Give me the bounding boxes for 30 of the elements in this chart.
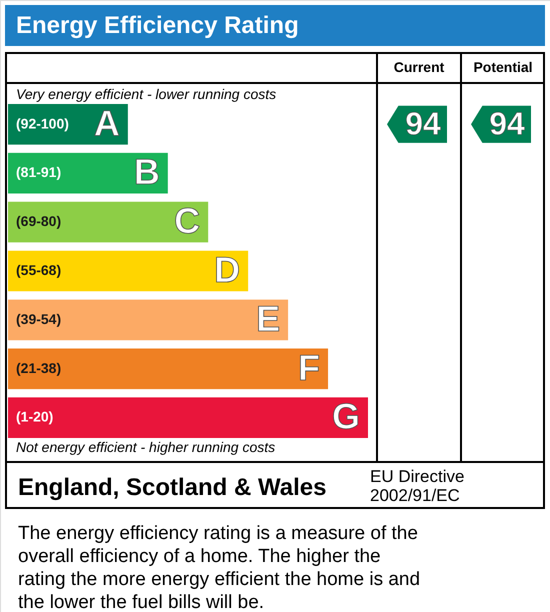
text: 94 <box>489 105 525 142</box>
text: The energy efficiency rating is a measure of the overall efficiency of a home. The higher the rating the more energy efficient the home is and the lower the fuel bills will be. <box>18 523 420 612</box>
annotation: (81-91) <box>16 164 62 180</box>
text: EU Directive <box>370 467 464 486</box>
y-tick-label: E <box>256 298 280 339</box>
annotation: Very energy efficient - lower running costs <box>16 86 276 102</box>
y-tick-label: F <box>298 346 320 388</box>
y-tick-label: A <box>94 102 120 144</box>
bar <box>8 397 368 438</box>
annotation: (55-68) <box>16 262 62 278</box>
y-tick-label: D <box>214 249 240 290</box>
bar <box>8 348 328 390</box>
bar <box>8 202 208 242</box>
annotation: Not energy efficient - higher running costs <box>16 439 276 455</box>
text: England, Scotland & Wales <box>18 474 326 501</box>
annotation: (1-20) <box>16 408 54 425</box>
y-tick-label: C <box>174 200 200 242</box>
y-tick-label: G <box>332 396 360 437</box>
annotation: (21-38) <box>16 360 62 376</box>
annotation: (92-100) <box>16 115 69 132</box>
bar <box>8 250 248 292</box>
annotation: (69-80) <box>16 213 62 230</box>
y-tick-label: B <box>134 151 160 192</box>
chart-title: Energy Efficiency Rating <box>16 12 299 39</box>
text: Current <box>394 59 445 75</box>
text: Potential <box>473 59 533 75</box>
annotation: (39-54) <box>16 310 62 327</box>
text: 2002/91/EC <box>370 486 460 505</box>
bar <box>8 300 288 340</box>
text: 94 <box>405 105 441 142</box>
